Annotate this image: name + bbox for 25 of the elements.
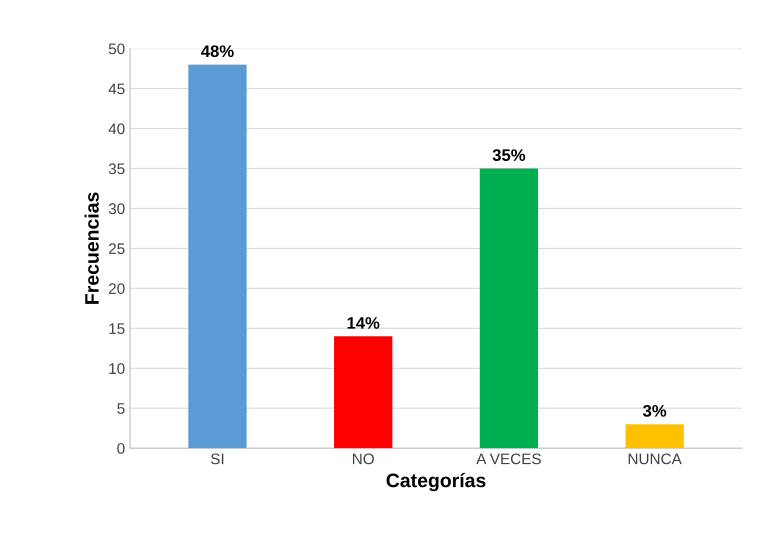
data-label: 3% <box>642 404 666 417</box>
x-tick-label: SI <box>210 453 224 464</box>
y-axis-title: Frecuencias <box>84 192 99 304</box>
y-tick-label: 35 <box>108 163 125 174</box>
data-label: 35% <box>492 149 526 162</box>
y-tick-label: 45 <box>108 84 125 94</box>
y-tick-label: 10 <box>109 363 125 374</box>
data-label: 48% <box>201 45 234 58</box>
bar <box>334 336 392 448</box>
y-tick-label: 25 <box>108 243 125 254</box>
y-tick-label: 0 <box>117 443 125 454</box>
y-tick-label: 20 <box>108 283 125 294</box>
bar <box>480 168 538 448</box>
y-tick-label: 40 <box>108 123 125 134</box>
bar <box>625 424 684 448</box>
y-tick-label: 50 <box>108 43 125 54</box>
x-tick-label: A VECES <box>476 453 541 464</box>
x-tick-label: NO <box>352 453 374 464</box>
y-tick-label: 15 <box>109 323 125 334</box>
bar <box>188 64 247 448</box>
x-axis-title: Categorías <box>386 472 486 492</box>
x-tick-label: NUNCA <box>628 453 682 464</box>
data-label: 14% <box>348 317 380 329</box>
y-tick-label: 30 <box>108 203 125 214</box>
y-tick-label: 5 <box>117 403 125 414</box>
